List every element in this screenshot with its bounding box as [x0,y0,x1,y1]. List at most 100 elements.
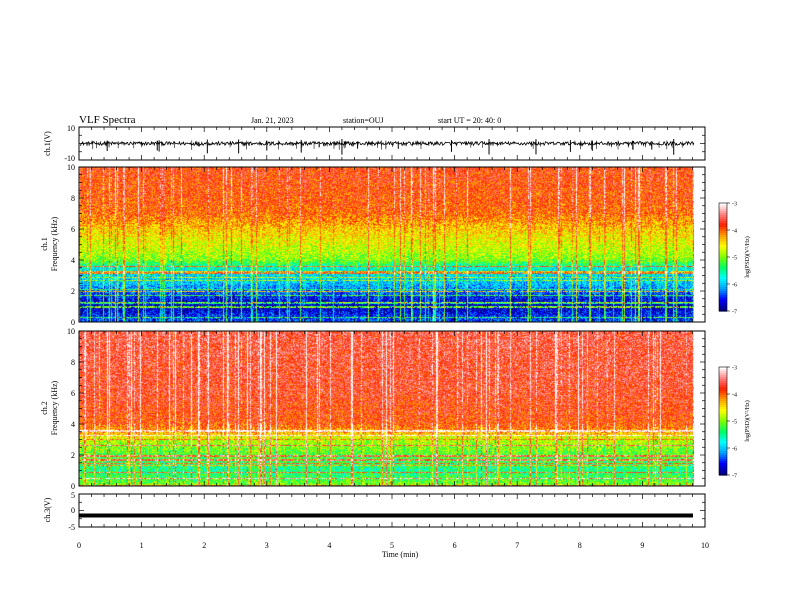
ch1-spec-ylabel2: Frequency (kHz) [50,216,59,271]
colorbar-swatch [719,415,727,418]
colorbar-swatch [719,293,727,296]
colorbar-swatch [719,453,727,456]
colorbar-swatch [719,367,727,370]
colorbar-tick-label: -5 [732,420,737,426]
colorbar-swatch [719,371,727,374]
colorbar-swatch [719,413,727,416]
colorbar-swatch [719,207,727,210]
ch1-ytick-top: 10 [67,124,75,133]
spec-ytick-label: 0 [71,318,75,327]
colorbar-swatch [719,305,727,308]
colorbar-tick-label: -4 [732,393,737,399]
ch2-spectrogram-panel: 0 2 4 6 8 10 ch.2 Frequency (kHz) [40,327,706,491]
colorbar-swatch [719,373,727,376]
station-label: station=OUJ [343,116,384,125]
colorbar-swatch [719,425,727,428]
colorbar-swatch [719,451,727,454]
colorbar-swatch [719,289,727,292]
spec-ytick-label: 0 [71,482,75,491]
colorbar-swatch [719,261,727,264]
ch1-spectrogram-image [79,167,694,322]
colorbar-swatch [719,239,727,242]
colorbar-swatch [719,217,727,220]
ch1-waveform-panel: 10 -10 ch.1(V) [43,124,706,163]
ch3-ytick-5: 5 [71,491,75,500]
colorbar-swatch [719,417,727,420]
colorbar-swatch [719,235,727,238]
colorbar-swatch [719,437,727,440]
colorbar-swatch [719,209,727,212]
ch1-spec-ylabel: ch.1 [40,237,49,251]
spec-ytick-label: 10 [67,327,75,336]
colorbar-swatch [719,273,727,276]
x-tick-label: 10 [701,541,709,550]
colorbar-swatch [719,379,727,382]
colorbar-swatch [719,403,727,406]
colorbar-swatch [719,249,727,252]
ch1-colorbar: -3 -4 -5 -6 -7 log(PSD)(V²/Hz) [718,202,751,316]
colorbar-swatch [719,459,727,462]
colorbar-swatch [719,473,727,476]
spec-ytick-label: 6 [71,389,75,398]
colorbar-swatch [719,409,727,412]
colorbar-tick-label: -3 [732,366,737,372]
colorbar-swatch [719,223,727,226]
x-tick-label: 6 [453,541,457,550]
colorbar-swatch [719,265,727,268]
colorbar-swatch [719,427,727,430]
colorbar-swatch [719,295,727,298]
colorbar-tick-label: -7 [732,474,737,480]
x-tick-label: 3 [265,541,269,550]
colorbar-swatch [719,291,727,294]
colorbar-swatch [719,241,727,244]
colorbar-swatch [719,227,727,230]
ch1-ylabel: ch.1(V) [43,131,52,156]
colorbar-swatch [719,387,727,390]
colorbar-swatch [719,221,727,224]
spec-ytick-label: 2 [71,287,75,296]
colorbar-swatch [719,255,727,258]
colorbar-swatch [719,397,727,400]
spec-ytick-label: 8 [71,194,75,203]
colorbar-swatch [719,259,727,262]
colorbar-swatch [719,203,727,206]
spec-ytick-label: 2 [71,451,75,460]
ch1-spectrogram-panel: 0 2 4 6 8 10 ch.1 Frequency (kHz) [40,163,706,327]
colorbar-swatch [719,285,727,288]
colorbar-swatch [719,215,727,218]
colorbar-swatch [719,369,727,372]
colorbar-swatch [719,309,727,312]
ch2-colorbar-label: log(PSD)(V²/Hz) [744,400,751,441]
colorbar-tick-label: -3 [732,202,737,208]
colorbar-swatch [719,469,727,472]
colorbar-swatch [719,377,727,380]
x-tick-label: 5 [390,541,394,550]
colorbar-swatch [719,441,727,444]
colorbar-swatch [719,253,727,256]
colorbar-swatch [719,381,727,384]
colorbar-tick-label: -6 [732,447,737,453]
colorbar-swatch [719,233,727,236]
colorbar-swatch [719,395,727,398]
colorbar-swatch [719,275,727,278]
colorbar-swatch [719,229,727,232]
x-tick-label: 7 [515,541,519,550]
colorbar-swatch [719,429,727,432]
colorbar-swatch [719,449,727,452]
colorbar-swatch [719,471,727,474]
colorbar-swatch [719,277,727,280]
ch1-ytick-bottom: -10 [64,154,75,163]
colorbar-swatch [719,307,727,310]
colorbar-swatch [719,445,727,448]
colorbar-swatch [719,401,727,404]
ch3-waveform-line [79,513,693,518]
colorbar-swatch [719,211,727,214]
x-tick-label: 1 [140,541,144,550]
spec-ytick-label: 8 [71,358,75,367]
colorbar-swatch [719,279,727,282]
colorbar-swatch [719,467,727,470]
colorbar-swatch [719,281,727,284]
colorbar-tick-label: -4 [732,229,737,235]
x-tick-label: 9 [640,541,644,550]
